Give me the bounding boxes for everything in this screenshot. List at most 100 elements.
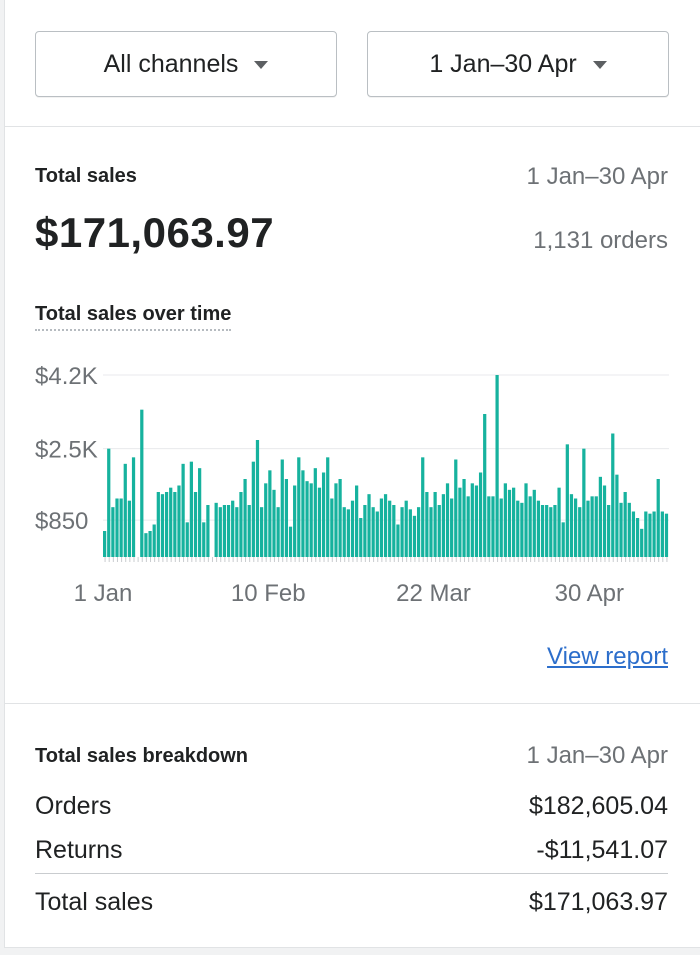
breakdown-row-label: Total sales bbox=[35, 888, 154, 916]
chart-bar bbox=[198, 468, 202, 557]
chart-bar bbox=[540, 505, 545, 557]
chart-bar bbox=[445, 483, 450, 557]
chart-bar bbox=[218, 507, 222, 557]
chart-bar bbox=[185, 522, 189, 557]
breakdown-date-range: 1 Jan–30 Apr bbox=[526, 742, 668, 769]
chart-bar bbox=[450, 498, 454, 557]
chart-bar bbox=[499, 498, 503, 557]
x-tick-label: 22 Mar bbox=[396, 580, 471, 607]
chart-bar bbox=[631, 511, 636, 557]
sales-bar-chart: $4.2K $2.5K $850 1 Jan 10 Feb 22 Mar 30 Apr bbox=[35, 363, 669, 607]
chart-bar bbox=[214, 502, 218, 557]
chart-bar bbox=[173, 492, 177, 557]
chart-bar bbox=[569, 494, 574, 557]
chart-bar bbox=[375, 511, 379, 557]
date-range-button[interactable]: 1 Jan–30 Apr bbox=[367, 31, 669, 97]
chart-bar bbox=[483, 414, 487, 557]
chart-bar bbox=[119, 498, 123, 557]
chart-bar bbox=[202, 522, 206, 557]
chart-bar bbox=[313, 468, 317, 557]
x-tick-label: 30 Apr bbox=[555, 580, 624, 607]
y-tick-label: $2.5K bbox=[35, 437, 98, 464]
chart-bar bbox=[338, 479, 342, 557]
chart-bar bbox=[474, 485, 479, 557]
chart-bar bbox=[334, 483, 338, 557]
view-report-link[interactable]: View report bbox=[547, 643, 668, 670]
chart-bar bbox=[644, 511, 648, 557]
chart-bar bbox=[379, 498, 384, 557]
orders-count: 1,131 orders bbox=[533, 227, 668, 254]
x-tick-label: 1 Jan bbox=[74, 580, 133, 607]
chart-bar bbox=[359, 518, 363, 557]
chart-bar bbox=[206, 505, 210, 557]
chart-bar bbox=[280, 459, 284, 557]
chart-bar bbox=[640, 528, 644, 557]
chart-bar bbox=[169, 487, 173, 557]
chart-bar bbox=[433, 492, 437, 557]
chart-title[interactable]: Total sales over time bbox=[35, 303, 232, 331]
breakdown-divider bbox=[35, 873, 668, 874]
chart-bar bbox=[107, 448, 111, 557]
breakdown-row-total: Total sales $171,063.97 bbox=[35, 888, 668, 917]
chart-bar bbox=[400, 507, 404, 557]
chart-bar bbox=[549, 507, 553, 557]
chart-bar bbox=[503, 483, 507, 557]
chart-bar bbox=[553, 505, 557, 557]
sales-report-card: All channels 1 Jan–30 Apr Total sales 1 … bbox=[4, 0, 700, 948]
chart-bar bbox=[425, 492, 429, 557]
y-tick-label: $850 bbox=[35, 508, 88, 535]
chart-bar bbox=[404, 500, 408, 557]
chart-bar bbox=[309, 483, 313, 557]
chart-bar bbox=[297, 457, 301, 557]
chart-bar bbox=[247, 505, 251, 557]
chart-bar bbox=[660, 511, 664, 557]
chart-bar bbox=[429, 507, 433, 557]
chart-bar bbox=[582, 448, 586, 557]
chart-bar bbox=[656, 479, 660, 557]
chart-bar bbox=[602, 485, 607, 557]
chart-bar bbox=[160, 494, 165, 557]
chart-bar bbox=[123, 463, 127, 557]
chart-bar bbox=[545, 505, 549, 557]
chart-bar bbox=[615, 474, 619, 557]
chart-bar bbox=[293, 485, 297, 557]
chart-bar bbox=[288, 526, 293, 557]
chart-bar bbox=[573, 498, 578, 557]
chart-bar bbox=[586, 500, 590, 557]
chart-bar bbox=[557, 487, 561, 557]
chart-bar bbox=[181, 463, 185, 557]
chart-bar bbox=[268, 470, 272, 557]
chart-bar bbox=[578, 507, 582, 557]
chart-bar bbox=[276, 507, 280, 557]
chart-bar bbox=[264, 483, 268, 557]
chart-bar bbox=[458, 487, 462, 557]
chart-bar bbox=[144, 533, 148, 557]
chart-bar bbox=[243, 479, 247, 557]
chart-bar bbox=[598, 476, 602, 557]
filter-bar: All channels 1 Jan–30 Apr bbox=[5, 0, 700, 127]
chart-bar bbox=[648, 513, 652, 557]
chart-bar bbox=[524, 483, 528, 557]
chart-bar bbox=[342, 507, 346, 557]
chart-bar bbox=[520, 502, 524, 557]
total-sales-value: $171,063.97 bbox=[35, 209, 275, 256]
chart-bar bbox=[491, 496, 495, 557]
chart-bar bbox=[383, 494, 388, 557]
channel-filter-button[interactable]: All channels bbox=[35, 31, 337, 97]
chart-bar bbox=[148, 531, 152, 557]
chart-bar bbox=[103, 531, 107, 557]
x-tick-label: 10 Feb bbox=[231, 580, 306, 607]
chart-bar bbox=[416, 507, 421, 557]
chart-bar bbox=[259, 507, 264, 557]
chart-bar bbox=[507, 489, 512, 557]
chart-bar bbox=[272, 489, 276, 557]
chart-bar bbox=[222, 505, 227, 557]
chart-bar bbox=[239, 492, 243, 557]
chart-bar bbox=[111, 507, 115, 557]
chart-bar bbox=[635, 518, 640, 557]
total-sales-title: Total sales bbox=[35, 165, 137, 187]
breakdown-row-label: Orders bbox=[35, 792, 112, 820]
total-sales-section: Total sales 1 Jan–30 Apr $171,063.97 1,1… bbox=[5, 127, 700, 704]
chart-bar bbox=[346, 509, 350, 557]
chart-bar bbox=[466, 496, 470, 557]
